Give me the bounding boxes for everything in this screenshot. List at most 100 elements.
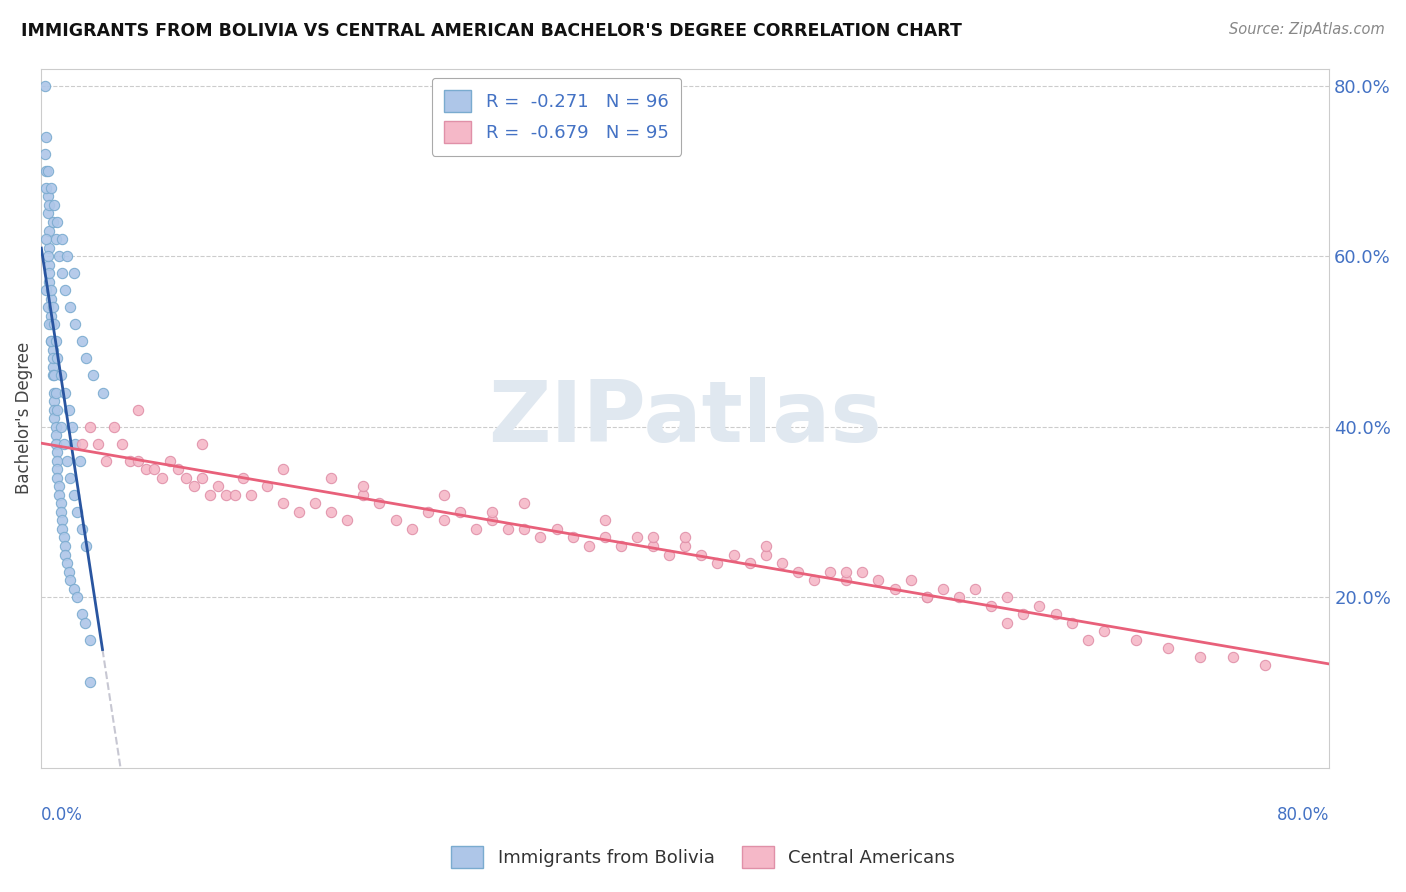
Point	[49, 368, 72, 383]
Point	[1077, 632, 1099, 647]
Point	[38, 258, 60, 272]
Point	[127, 402, 149, 417]
Point	[1045, 607, 1067, 622]
Point	[232, 471, 254, 485]
Point	[46, 454, 69, 468]
Point	[56, 556, 79, 570]
Point	[883, 582, 905, 596]
Point	[948, 590, 970, 604]
Point	[513, 496, 536, 510]
Point	[1012, 607, 1035, 622]
Point	[481, 513, 503, 527]
Point	[1157, 641, 1180, 656]
Point	[52, 531, 75, 545]
Point	[51, 522, 73, 536]
Point	[239, 488, 262, 502]
Point	[58, 565, 80, 579]
Point	[1254, 658, 1277, 673]
Point	[51, 232, 73, 246]
Point	[94, 454, 117, 468]
Point	[44, 402, 66, 417]
Point	[75, 539, 97, 553]
Point	[191, 436, 214, 450]
Point	[626, 531, 648, 545]
Point	[56, 249, 79, 263]
Point	[1125, 632, 1147, 647]
Point	[49, 505, 72, 519]
Point	[529, 531, 551, 545]
Point	[224, 488, 246, 502]
Point	[41, 300, 63, 314]
Point	[215, 488, 238, 502]
Text: IMMIGRANTS FROM BOLIVIA VS CENTRAL AMERICAN BACHELOR'S DEGREE CORRELATION CHART: IMMIGRANTS FROM BOLIVIA VS CENTRAL AMERI…	[21, 22, 962, 40]
Point	[755, 539, 778, 553]
Point	[643, 531, 665, 545]
Point	[384, 513, 406, 527]
Point	[62, 488, 84, 502]
Point	[38, 241, 60, 255]
Point	[51, 513, 73, 527]
Point	[49, 419, 72, 434]
Point	[673, 539, 696, 553]
Point	[449, 505, 471, 519]
Point	[932, 582, 955, 596]
Point	[70, 522, 93, 536]
Point	[66, 590, 89, 604]
Point	[915, 590, 938, 604]
Point	[174, 471, 197, 485]
Point	[207, 479, 229, 493]
Point	[63, 436, 86, 450]
Point	[79, 419, 101, 434]
Point	[46, 471, 69, 485]
Point	[75, 351, 97, 366]
Point	[118, 454, 141, 468]
Point	[1092, 624, 1115, 639]
Point	[321, 505, 343, 519]
Point	[465, 522, 488, 536]
Legend: Immigrants from Bolivia, Central Americans: Immigrants from Bolivia, Central America…	[440, 835, 966, 879]
Point	[37, 189, 59, 203]
Point	[1189, 649, 1212, 664]
Point	[44, 411, 66, 425]
Point	[818, 565, 841, 579]
Point	[39, 334, 62, 349]
Point	[34, 146, 56, 161]
Text: 0.0%: 0.0%	[41, 806, 83, 824]
Point	[401, 522, 423, 536]
Point	[35, 129, 58, 144]
Point	[70, 607, 93, 622]
Point	[55, 539, 77, 553]
Point	[52, 436, 75, 450]
Point	[38, 275, 60, 289]
Point	[45, 232, 67, 246]
Point	[37, 206, 59, 220]
Point	[304, 496, 326, 510]
Point	[995, 590, 1018, 604]
Point	[41, 215, 63, 229]
Point	[56, 454, 79, 468]
Point	[66, 505, 89, 519]
Point	[41, 343, 63, 357]
Point	[46, 351, 69, 366]
Point	[593, 513, 616, 527]
Point	[965, 582, 987, 596]
Point	[41, 351, 63, 366]
Point	[55, 283, 77, 297]
Point	[48, 488, 70, 502]
Point	[723, 548, 745, 562]
Point	[58, 402, 80, 417]
Point	[39, 292, 62, 306]
Point	[91, 385, 114, 400]
Point	[803, 573, 825, 587]
Point	[200, 488, 222, 502]
Point	[271, 462, 294, 476]
Point	[368, 496, 391, 510]
Point	[39, 181, 62, 195]
Point	[496, 522, 519, 536]
Point	[59, 471, 82, 485]
Point	[35, 181, 58, 195]
Point	[995, 615, 1018, 630]
Point	[658, 548, 681, 562]
Point	[46, 462, 69, 476]
Point	[159, 454, 181, 468]
